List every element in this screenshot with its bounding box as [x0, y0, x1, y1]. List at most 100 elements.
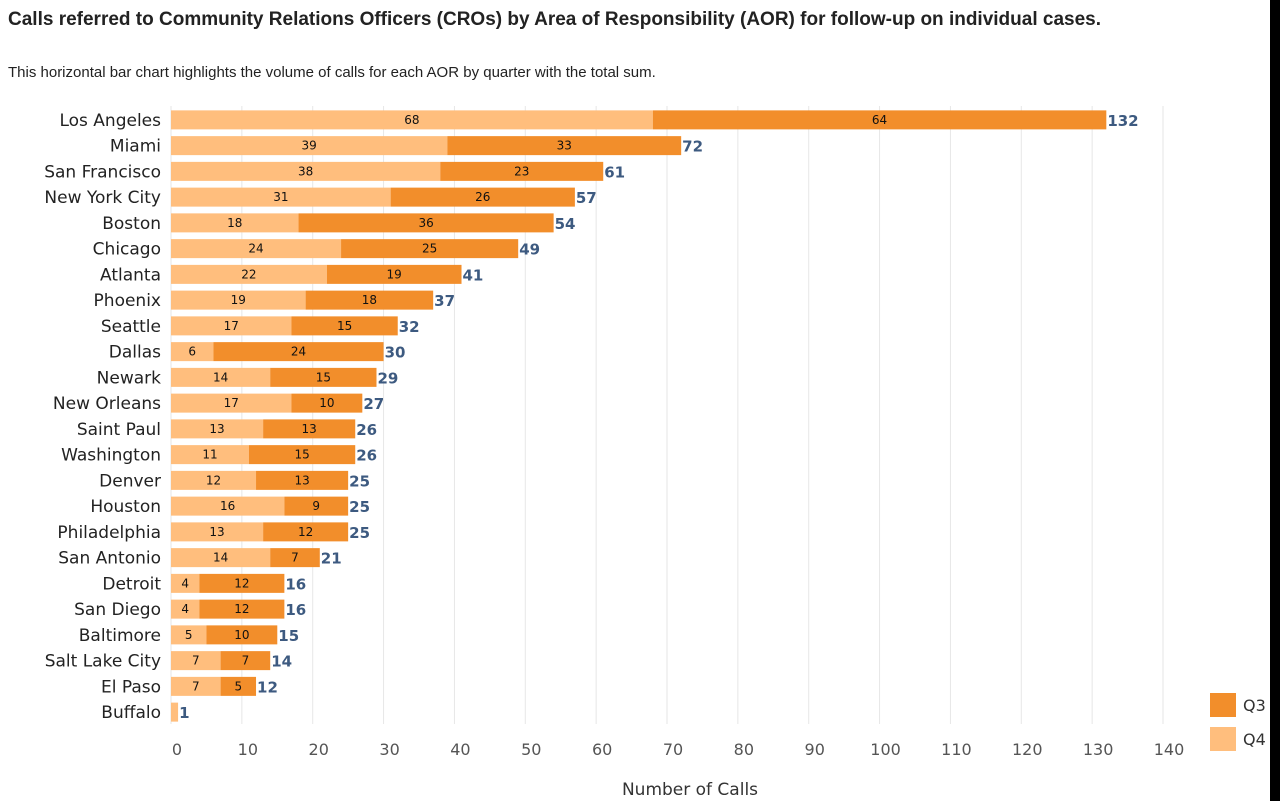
category-label: San Francisco [44, 162, 161, 182]
category-label: Washington [61, 446, 161, 466]
bar-q3 [213, 342, 384, 362]
total-label: 16 [285, 575, 306, 593]
bar-q3 [199, 573, 285, 593]
total-label: 49 [519, 241, 540, 259]
bar-q3 [206, 625, 278, 645]
label-q4: 22 [241, 267, 256, 281]
category-label: Houston [90, 497, 161, 517]
bar-q3 [284, 496, 349, 516]
label-q3: 18 [362, 293, 377, 307]
bar-q4 [171, 393, 292, 413]
label-q3: 15 [337, 319, 352, 333]
total-label: 132 [1107, 112, 1138, 130]
category-label: Philadelphia [57, 523, 161, 543]
total-label: 26 [356, 447, 377, 465]
total-label: 15 [278, 627, 299, 645]
bar-q3 [305, 290, 434, 310]
label-q4: 13 [209, 525, 224, 539]
total-label: 14 [271, 653, 292, 671]
label-q3: 15 [294, 448, 309, 462]
total-label: 25 [349, 524, 370, 542]
bar-q4 [171, 470, 257, 490]
total-label: 16 [285, 601, 306, 619]
category-label: Atlanta [100, 265, 161, 285]
label-q4: 12 [206, 473, 221, 487]
bar-q3 [263, 419, 356, 439]
total-label: 27 [363, 395, 384, 413]
x-tick-label: 100 [870, 740, 901, 759]
total-label: 37 [434, 292, 455, 310]
label-q4: 14 [213, 370, 228, 384]
bar-q4 [171, 213, 299, 233]
label-q3: 36 [418, 216, 433, 230]
legend-swatch-q3 [1210, 693, 1236, 717]
category-label: Chicago [93, 240, 161, 260]
bar-q3 [220, 676, 257, 696]
category-label: Denver [99, 471, 161, 491]
category-label: Salt Lake City [45, 652, 161, 672]
total-label: 21 [321, 550, 342, 568]
label-q4: 16 [220, 499, 235, 513]
total-label: 57 [576, 189, 597, 207]
label-q4: 13 [209, 422, 224, 436]
label-q3: 26 [475, 190, 490, 204]
label-q4: 19 [231, 293, 246, 307]
category-label: San Diego [74, 600, 161, 620]
label-q3: 13 [294, 473, 309, 487]
total-label: 30 [385, 344, 406, 362]
label-q3: 10 [234, 628, 249, 642]
category-label: Miami [110, 137, 161, 157]
bar-q4 [171, 342, 214, 362]
bar-q4 [171, 316, 292, 336]
bar-q3 [220, 651, 271, 671]
label-q4: 31 [273, 190, 288, 204]
bar-q4 [171, 264, 327, 284]
bar-q3 [199, 599, 285, 619]
x-axis-ticks: 0 10 20 30 40 50 60 70 80 90 100 110 120 130 140 [172, 740, 1184, 759]
bar-q4 [171, 676, 221, 696]
bar-q3 [326, 264, 462, 284]
label-q3: 5 [234, 679, 242, 693]
legend-label-q3: Q3 [1243, 696, 1266, 715]
x-tick-label: 80 [734, 740, 754, 759]
bar-q3 [270, 548, 320, 568]
label-q3: 12 [234, 602, 249, 616]
category-label: New York City [44, 188, 161, 208]
label-q4: 24 [248, 242, 263, 256]
label-q4: 38 [298, 164, 313, 178]
bar-q3 [440, 161, 604, 181]
label-q4: 17 [224, 319, 239, 333]
label-q4: 5 [185, 628, 193, 642]
x-tick-label: 130 [1083, 740, 1114, 759]
x-tick-label: 70 [663, 740, 683, 759]
total-label: 72 [682, 138, 703, 156]
x-tick-label: 0 [172, 740, 182, 759]
x-tick-label: 110 [941, 740, 972, 759]
bar-q4 [171, 419, 264, 439]
label-q3: 23 [514, 164, 529, 178]
bar-q3 [270, 367, 377, 387]
label-q3: 15 [316, 370, 331, 384]
category-label: Baltimore [79, 626, 161, 646]
label-q3: 10 [319, 396, 334, 410]
total-label: 26 [356, 421, 377, 439]
bar-q4 [171, 290, 306, 310]
category-label: Los Angeles [59, 111, 161, 131]
bar-q3 [256, 470, 349, 490]
x-tick-label: 30 [379, 740, 399, 759]
bar-q4 [171, 573, 200, 593]
label-q4: 4 [181, 576, 189, 590]
bar-q4 [171, 367, 271, 387]
label-q3: 64 [872, 113, 887, 127]
category-label: Dallas [109, 343, 161, 363]
label-q3: 12 [298, 525, 313, 539]
label-q3: 7 [242, 654, 250, 668]
category-label: Buffalo [101, 703, 161, 723]
bar-q3 [341, 239, 519, 259]
total-label: 1 [179, 704, 189, 722]
bar-q4 [171, 625, 207, 645]
label-q4: 39 [302, 139, 317, 153]
